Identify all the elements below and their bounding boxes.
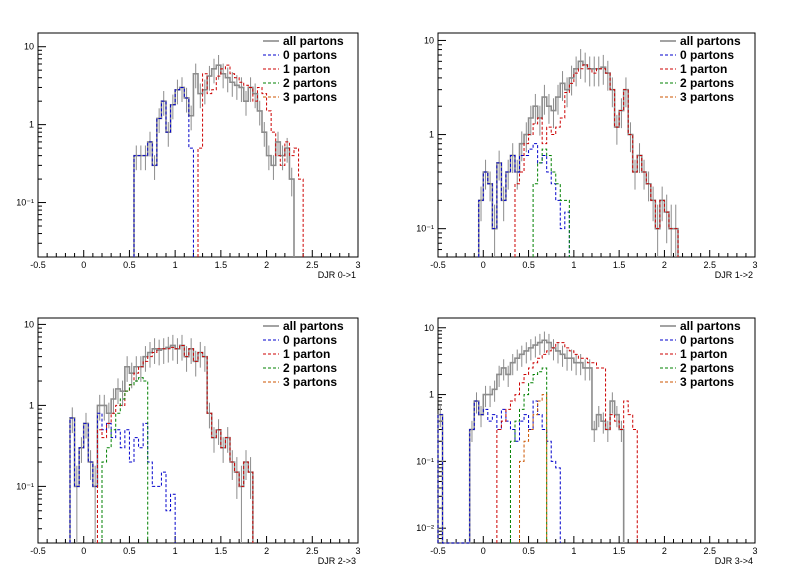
y-tick-label: 10⁻² xyxy=(416,523,434,533)
legend-label: 2 partons xyxy=(680,361,734,375)
y-tick-label: 1 xyxy=(29,120,34,130)
x-tick-label: 1 xyxy=(173,260,178,270)
x-tick-label: -0.5 xyxy=(30,260,46,270)
series-1-parton xyxy=(96,344,254,543)
x-axis-label: DJR 1->2 xyxy=(715,270,753,280)
x-tick-label: 1.5 xyxy=(215,546,228,556)
histogram-step xyxy=(514,64,679,257)
x-tick-label: 1.5 xyxy=(215,260,228,270)
x-tick-label: 1.5 xyxy=(613,260,626,270)
legend-label: all partons xyxy=(283,319,344,333)
legend-label: all partons xyxy=(283,34,344,48)
x-tick-label: 2 xyxy=(662,546,667,556)
x-tick-label: 2 xyxy=(264,260,269,270)
histogram-step xyxy=(197,64,304,257)
y-tick-label: 1 xyxy=(429,130,434,140)
y-tick-label: 10 xyxy=(24,319,34,329)
x-tick-label: 2 xyxy=(662,260,667,270)
histogram-step xyxy=(509,367,548,543)
legend-label: 2 partons xyxy=(283,361,337,375)
legend-label: 2 partons xyxy=(680,76,734,90)
x-tick-label: 0 xyxy=(81,546,86,556)
plot-frame xyxy=(437,32,756,258)
legend-label: 0 partons xyxy=(680,333,734,347)
x-tick-label: 0.5 xyxy=(522,546,535,556)
legend-label: 3 partons xyxy=(680,375,734,389)
y-tick-label: 10⁻¹ xyxy=(16,481,34,491)
x-axis-label: DJR 2->3 xyxy=(318,556,356,566)
series-2-partons xyxy=(532,148,570,257)
histogram-step xyxy=(478,143,570,257)
x-tick-label: 1.5 xyxy=(613,546,626,556)
series-0-partons xyxy=(133,86,194,257)
y-tick-label: 10 xyxy=(24,42,34,52)
y-tick-label: 10⁻¹ xyxy=(416,456,434,466)
x-tick-label: 0.5 xyxy=(123,260,136,270)
series-0-partons xyxy=(478,143,570,257)
x-tick-label: 1 xyxy=(571,260,576,270)
legend-label: 3 partons xyxy=(680,90,734,104)
x-tick-label: 0.5 xyxy=(522,260,535,270)
x-axis-label: DJR 0->1 xyxy=(318,270,356,280)
legend-label: 1 parton xyxy=(283,62,330,76)
histogram-step xyxy=(532,148,570,257)
series-1-parton xyxy=(197,64,304,257)
histogram-step xyxy=(437,400,561,544)
x-tick-label: 3 xyxy=(752,260,757,270)
x-tick-label: 2 xyxy=(264,546,269,556)
histogram-step xyxy=(133,86,194,257)
panel-djr-1-2: -0.5 0 0.5 1 1.5 2 2.5 3 10⁻¹ 1 10 DJR 1->2 all part… xyxy=(416,32,758,280)
series-0-partons xyxy=(69,412,176,543)
x-tick-label: 0 xyxy=(81,260,86,270)
series-1-parton xyxy=(496,342,638,543)
panel-djr-2-3: -0.5 0 0.5 1 1.5 2 2.5 3 10⁻¹ 1 10 DJR 2->3 all part… xyxy=(16,317,361,566)
legend-label: 0 partons xyxy=(680,48,734,62)
legend-label: 1 parton xyxy=(283,347,330,361)
legend-label: 1 parton xyxy=(680,347,727,361)
legend-label: all partons xyxy=(680,319,741,333)
y-tick-label: 1 xyxy=(429,390,434,400)
histogram-step xyxy=(96,344,254,543)
y-tick-label: 10 xyxy=(424,323,434,333)
x-tick-label: 3 xyxy=(752,546,757,556)
legend-label: 3 partons xyxy=(283,375,337,389)
panel-djr-0-1: -0.5 0 0.5 1 1.5 2 2.5 3 10⁻¹ 1 10 DJR 0->1 all part… xyxy=(16,32,361,280)
series-2-partons xyxy=(509,367,548,543)
panel-djr-3-4: -0.5 0 0.5 1 1.5 2 2.5 3 10⁻² 10⁻¹ 1 10 DJR 3->4 all … xyxy=(416,317,758,566)
x-axis-label: DJR 3->4 xyxy=(715,556,753,566)
y-tick-label: 10⁻¹ xyxy=(416,224,434,234)
x-tick-label: 1 xyxy=(173,546,178,556)
legend-label: all partons xyxy=(680,34,741,48)
x-tick-label: 2.5 xyxy=(306,546,319,556)
histogram-step xyxy=(69,412,176,543)
x-tick-label: 0.5 xyxy=(123,546,136,556)
histogram-step xyxy=(101,377,149,543)
x-tick-label: 2.5 xyxy=(703,546,716,556)
plot-frame xyxy=(37,317,359,544)
histogram-step xyxy=(496,342,638,543)
y-tick-label: 1 xyxy=(29,400,34,410)
legend-label: 1 parton xyxy=(680,62,727,76)
series-2-partons xyxy=(101,377,149,543)
legend-label: 3 partons xyxy=(283,90,337,104)
x-tick-label: 3 xyxy=(355,260,360,270)
x-tick-label: 0 xyxy=(481,260,486,270)
y-tick-label: 10 xyxy=(424,35,434,45)
x-tick-label: 2.5 xyxy=(703,260,716,270)
series-0-partons xyxy=(437,400,561,544)
x-tick-label: 0 xyxy=(481,546,486,556)
legend-label: 0 partons xyxy=(283,333,337,347)
legend-label: 2 partons xyxy=(283,76,337,90)
x-tick-label: 3 xyxy=(355,546,360,556)
legend-label: 0 partons xyxy=(283,48,337,62)
x-tick-label: -0.5 xyxy=(430,546,446,556)
y-tick-label: 10⁻¹ xyxy=(16,198,34,208)
x-tick-label: -0.5 xyxy=(430,260,446,270)
x-tick-label: 1 xyxy=(571,546,576,556)
x-tick-label: 2.5 xyxy=(306,260,319,270)
series-1-parton xyxy=(514,64,679,257)
x-tick-label: -0.5 xyxy=(30,546,46,556)
